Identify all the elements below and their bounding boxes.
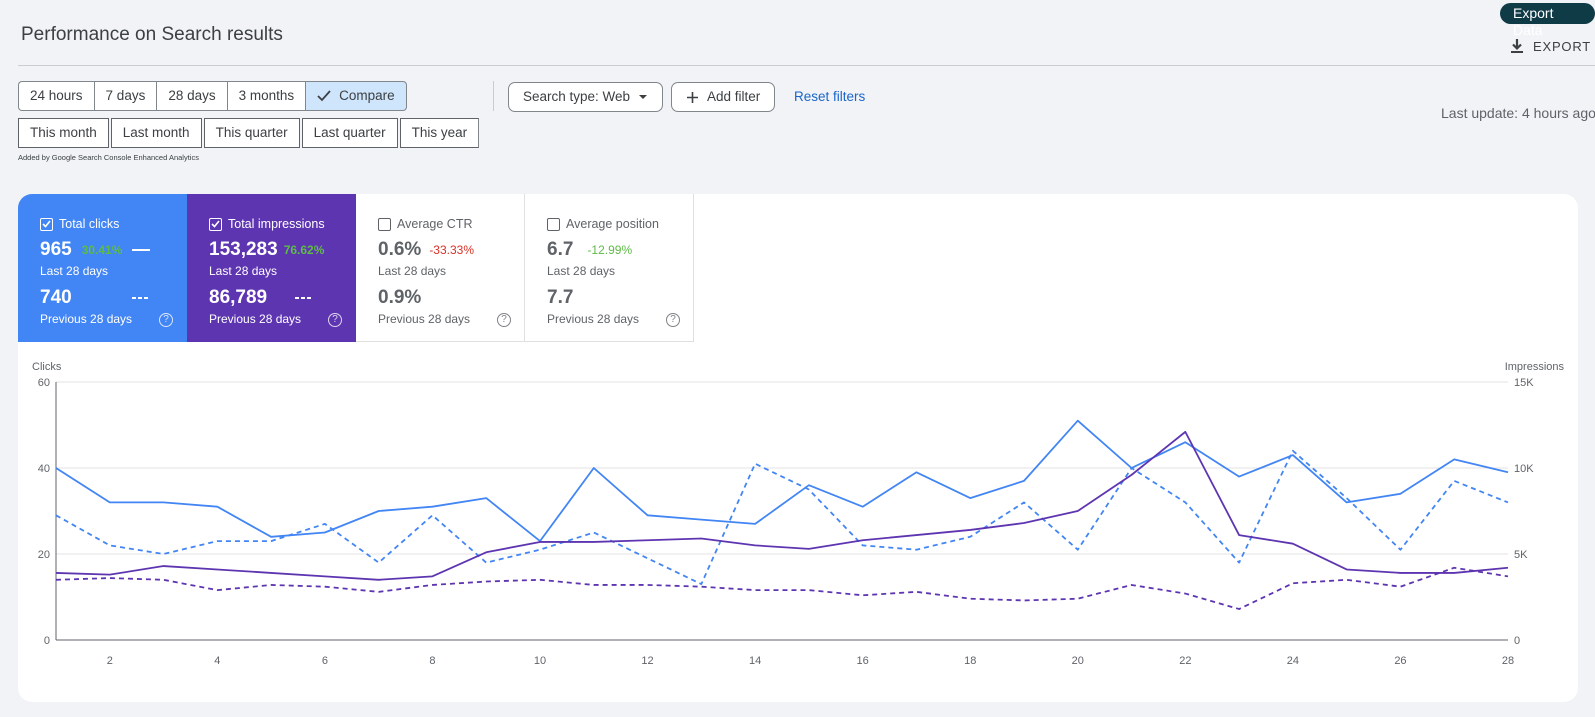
y-left-axis-label: Clicks [32, 361, 62, 373]
added-by-note: Added by Google Search Console Enhanced … [18, 153, 199, 162]
metric-previous-value: 86,789 [209, 287, 268, 308]
metric-value: 153,283 [209, 239, 278, 260]
range-24-hours-button[interactable]: 24 hours [18, 81, 94, 111]
metric-change: -33.33% [429, 243, 475, 257]
metric-label: Average CTR [397, 217, 473, 231]
download-icon [1511, 39, 1523, 53]
period-this-month-button[interactable]: This month [18, 118, 109, 148]
y-left-tick-label: 40 [38, 463, 50, 475]
metric-change: 76.62% [283, 243, 325, 257]
period-this-quarter-button[interactable]: This quarter [203, 118, 300, 148]
y-right-tick-label: 15K [1514, 377, 1534, 389]
metric-label: Total impressions [228, 217, 325, 231]
checkbox-unchecked-icon[interactable] [378, 217, 391, 231]
metric-change: -12.99% [587, 243, 633, 257]
x-tick-label: 26 [1394, 655, 1406, 667]
x-tick-label: 8 [429, 655, 435, 667]
export-label: EXPORT [1533, 38, 1592, 54]
y-right-tick-label: 0 [1514, 635, 1520, 647]
metric-card-total-impressions[interactable]: Total impressions 153,283 76.62% Last 28… [187, 194, 356, 342]
metric-value: 965 [40, 239, 72, 260]
reset-filters-link[interactable]: Reset filters [794, 89, 866, 104]
x-tick-label: 24 [1287, 655, 1299, 667]
y-right-tick-label: 10K [1514, 463, 1534, 475]
metric-period: Last 28 days [547, 264, 616, 278]
page-title: Performance on Search results [21, 24, 283, 45]
period-selector: This month Last month This quarter Last … [18, 118, 481, 148]
compare-label: Compare [339, 88, 395, 103]
x-tick-label: 6 [322, 655, 328, 667]
metric-period: Last 28 days [209, 264, 278, 278]
y-left-tick-label: 0 [44, 635, 50, 647]
caret-down-icon [639, 95, 648, 99]
metric-previous-period: Previous 28 days [40, 312, 133, 326]
metric-previous-value: 0.9% [378, 287, 422, 308]
search-type-label: Search type: Web [523, 89, 631, 104]
x-tick-label: 20 [1072, 655, 1084, 667]
filter-divider [493, 81, 494, 111]
search-type-dropdown[interactable]: Search type: Web [508, 82, 664, 112]
metric-period: Last 28 days [40, 264, 109, 278]
header-divider [18, 65, 1595, 66]
metric-card-average-position[interactable]: Average position 6.7 -12.99% Last 28 day… [525, 194, 694, 342]
metric-previous-period: Previous 28 days [209, 312, 302, 326]
metric-card-average-ctr[interactable]: Average CTR 0.6% -33.33% Last 28 days 0.… [356, 194, 525, 342]
metric-period: Last 28 days [378, 264, 447, 278]
period-last-quarter-button[interactable]: Last quarter [301, 118, 398, 148]
y-right-tick-label: 5K [1514, 549, 1528, 561]
x-tick-label: 14 [749, 655, 761, 667]
range-28-days-button[interactable]: 28 days [156, 81, 227, 111]
x-tick-label: 28 [1502, 655, 1514, 667]
range-7-days-button[interactable]: 7 days [93, 81, 157, 111]
export-button[interactable]: EXPORT [1509, 38, 1591, 54]
period-this-year-button[interactable]: This year [399, 118, 480, 148]
dashed-line-legend-icon [131, 297, 148, 299]
metric-value: 0.6% [378, 239, 422, 260]
impressions-current-series-line [55, 430, 1509, 581]
add-filter-button[interactable]: Add filter [671, 82, 776, 112]
checkbox-checked-icon[interactable] [40, 217, 53, 231]
period-last-month-button[interactable]: Last month [110, 118, 202, 148]
check-icon [317, 90, 331, 102]
help-icon[interactable]: ? [666, 313, 680, 327]
add-filter-label: Add filter [707, 89, 761, 104]
metric-change: 30.41% [81, 243, 123, 257]
metric-label: Average position [566, 217, 659, 231]
x-tick-label: 2 [107, 655, 113, 667]
compare-button[interactable]: Compare [305, 81, 407, 111]
metric-previous-value: 7.7 [547, 287, 574, 308]
plus-icon [687, 91, 698, 103]
x-tick-label: 12 [641, 655, 653, 667]
y-left-tick-label: 20 [38, 549, 50, 561]
performance-panel: Total clicks 965 30.41% Last 28 days 740… [18, 194, 1578, 702]
y-left-tick-label: 60 [38, 377, 50, 389]
last-update-text: Last update: 4 hours ago [1441, 105, 1595, 121]
date-range-selector: 24 hours 7 days 28 days 3 months Compare [18, 81, 407, 111]
metric-previous-period: Previous 28 days [547, 312, 640, 326]
metric-previous-value: 740 [40, 287, 72, 308]
metric-card-total-clicks[interactable]: Total clicks 965 30.41% Last 28 days 740… [18, 194, 187, 342]
clicks-current-series-line [55, 419, 1509, 543]
solid-line-legend-icon [132, 249, 151, 251]
metric-label: Total clicks [59, 217, 120, 231]
help-icon[interactable]: ? [159, 313, 173, 327]
metric-previous-period: Previous 28 days [378, 312, 471, 326]
checkbox-unchecked-icon[interactable] [547, 217, 560, 231]
x-tick-label: 22 [1179, 655, 1191, 667]
export-data-badge[interactable]: Export Data [1500, 3, 1595, 38]
range-3-months-button[interactable]: 3 months [226, 81, 306, 111]
clicks-previous-series-line [55, 449, 1509, 586]
dashed-line-legend-icon [295, 297, 312, 299]
help-icon[interactable]: ? [497, 313, 511, 327]
checkbox-checked-icon[interactable] [209, 217, 222, 231]
metric-value: 6.7 [547, 239, 574, 260]
x-tick-label: 18 [964, 655, 976, 667]
help-icon[interactable]: ? [328, 313, 342, 327]
x-tick-label: 16 [857, 655, 869, 667]
y-right-axis-label: Impressions [1505, 361, 1565, 373]
x-tick-label: 4 [214, 655, 220, 667]
x-tick-label: 10 [534, 655, 546, 667]
impressions-previous-series-line [55, 566, 1509, 610]
